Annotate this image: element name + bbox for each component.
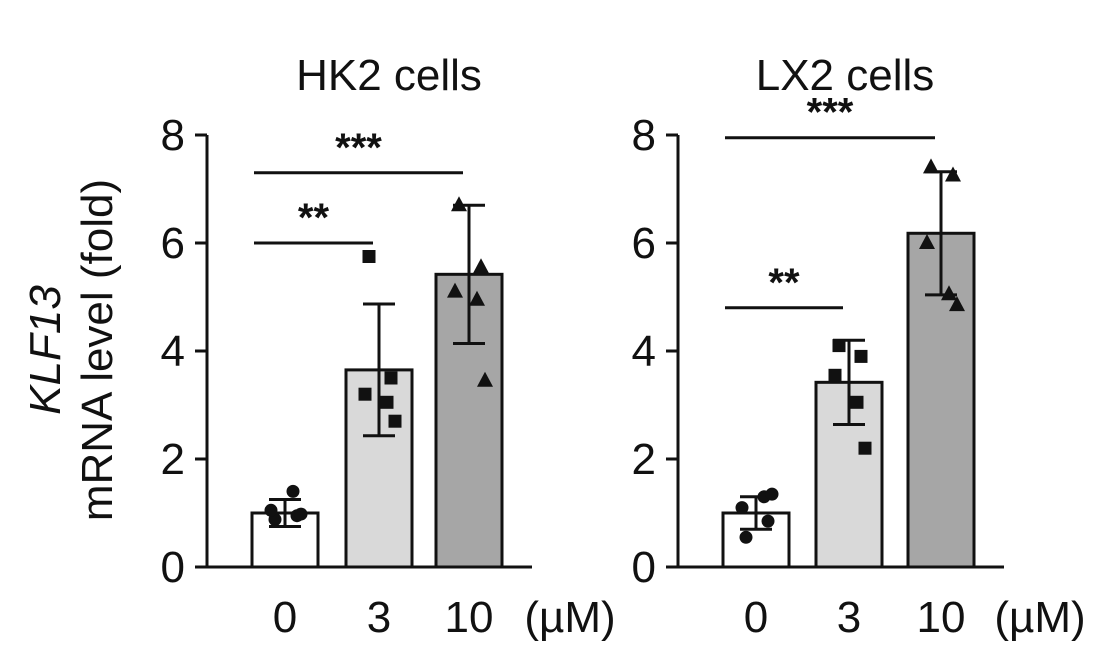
y-axis-title-line2: mRNA level (fold) <box>73 179 122 521</box>
chart-title: HK2 cells <box>296 51 482 100</box>
y-tick-label: 8 <box>632 111 656 160</box>
data-point <box>384 371 398 385</box>
significance-label: ** <box>298 196 330 240</box>
x-tick-label: 0 <box>744 593 768 642</box>
y-tick-label: 0 <box>161 543 185 592</box>
y-tick-label: 6 <box>161 219 185 268</box>
data-point <box>945 166 961 182</box>
data-point <box>854 349 868 363</box>
data-point <box>358 387 372 401</box>
data-point <box>735 501 749 515</box>
data-point <box>949 296 965 312</box>
x-tick-label: 3 <box>367 593 391 642</box>
y-tick-label: 0 <box>632 543 656 592</box>
significance-label: ** <box>768 261 800 305</box>
data-point <box>473 258 489 274</box>
data-point <box>923 158 939 174</box>
data-point <box>477 371 493 387</box>
y-axis-title: KLF13 <box>21 285 70 415</box>
data-point <box>919 234 935 249</box>
x-tick-label: 0 <box>273 593 297 642</box>
data-point <box>294 507 308 521</box>
chart-title: LX2 cells <box>756 51 935 100</box>
data-point <box>832 339 846 353</box>
x-tick-label: 10 <box>917 593 966 642</box>
y-axis-title-text: mRNA level (fold) <box>73 179 122 521</box>
x-unit-label: (µM) <box>524 593 615 642</box>
x-unit-label: (µM) <box>994 593 1085 642</box>
y-axis-title-gene: KLF13 <box>21 285 70 415</box>
data-point <box>850 395 864 409</box>
y-tick-label: 4 <box>632 327 656 376</box>
y-tick-label: 8 <box>161 111 185 160</box>
y-tick-label: 6 <box>632 219 656 268</box>
data-point <box>739 530 753 544</box>
data-point <box>380 395 394 409</box>
significance-label: *** <box>335 126 382 170</box>
x-tick-label: 3 <box>837 593 861 642</box>
svg-text:KLF13: KLF13 <box>21 285 70 415</box>
data-point <box>362 250 376 263</box>
data-point <box>469 290 485 306</box>
data-point <box>761 514 775 528</box>
data-point <box>388 414 402 428</box>
data-point <box>828 368 842 382</box>
y-tick-label: 2 <box>632 435 656 484</box>
data-point <box>941 285 957 301</box>
panel-hk2: HK2 cells 0 2 4 6 8 0 3 10 (µM) ***** <box>161 51 616 642</box>
data-point <box>447 282 463 298</box>
data-point <box>451 196 467 212</box>
y-tick-label: 4 <box>161 327 185 376</box>
y-tick-label: 2 <box>161 435 185 484</box>
data-point <box>286 484 300 498</box>
significance-label: *** <box>807 91 854 135</box>
data-point <box>264 503 278 517</box>
x-tick-label: 10 <box>445 593 494 642</box>
data-point <box>858 441 872 455</box>
data-point <box>765 487 779 501</box>
